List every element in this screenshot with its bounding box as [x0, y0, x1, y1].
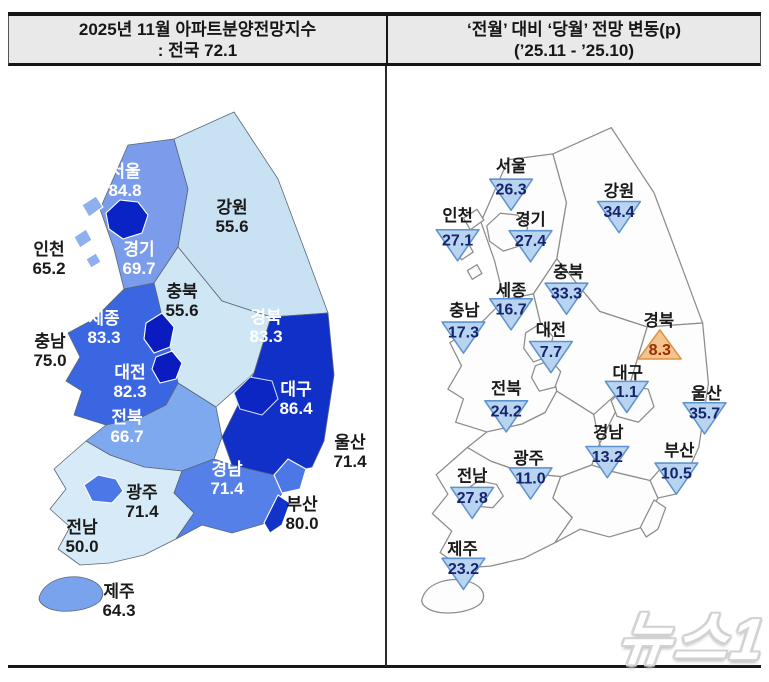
map1-label-incheon: 인천 65.2 — [32, 240, 65, 278]
map1-region-daegu — [233, 376, 279, 416]
down-triangle-icon-gangwon — [596, 200, 642, 234]
map1-region-busan — [263, 494, 291, 534]
map2-label-seoul: 서울 — [496, 156, 526, 175]
down-triangle-icon-jeonnam — [450, 486, 495, 520]
map1-label-ulsan: 울산 71.4 — [333, 433, 367, 471]
map1-region-incheon — [73, 195, 104, 269]
maps-area: 서울 84.8 강원 55.6 인천 65.2 경기 69.7 충북 55.6 세종 83.3 경북 83… — [8, 66, 761, 666]
down-triangle-icon-incheon — [435, 228, 480, 262]
map2-label-gyeongnam: 경남 — [593, 423, 623, 442]
map1-label-jeonnam: 전남 50.0 — [65, 518, 98, 556]
right-map-title-line2: (’25.11 - ’25.10) — [513, 40, 635, 60]
map1-label-chungbuk: 충북 55.6 — [165, 282, 198, 320]
map2-label-ulsan: 울산 — [691, 384, 721, 403]
right-map-title: ‘전월’ 대비 ‘당월’ 전망 변동(p) (’25.11 - ’25.10) — [386, 16, 760, 63]
map1-region-seoul — [105, 199, 149, 240]
map1-label-daejeon: 대전 82.3 — [113, 363, 146, 401]
map2-value-gangwon: 34.4 — [603, 203, 634, 221]
map2-value-incheon: 27.1 — [442, 231, 473, 249]
down-triangle-icon-ulsan — [682, 402, 727, 435]
map1-label-gyeongbuk: 경북 83.3 — [249, 308, 282, 346]
map2-label-gyeongbuk: 경북 — [644, 311, 674, 330]
map2-region-jeju — [421, 578, 485, 614]
map1-region-sejong — [143, 312, 175, 354]
korea-index-choropleth-map: 서울 84.8 강원 55.6 인천 65.2 경기 69.7 충북 55.6 세종 83.3 경북 83… — [32, 111, 367, 620]
map2-value-sejong: 16.7 — [495, 300, 526, 318]
change-map-panel: 서울 26.3 인천 27.1 경기 27.4 강원 34.4 충북 33.3 세종 16.7 충남 17… — [385, 66, 761, 666]
map2-value-chungbuk: 33.3 — [551, 285, 582, 303]
map2-value-busan: 10.5 — [661, 465, 692, 483]
down-triangle-icon-gwangju — [508, 467, 553, 500]
down-triangle-icon-sejong — [488, 297, 534, 331]
map2-value-gyeonggi: 27.4 — [515, 232, 546, 250]
map2-label-chungnam: 충남 — [449, 301, 479, 320]
map2-value-jeonbuk: 24.2 — [491, 402, 522, 420]
header: 2025년 11월 아파트분양전망지수 : 전국 72.1 ‘전월’ 대비 ‘당… — [8, 16, 761, 66]
down-triangle-icon-jeonbuk — [484, 400, 529, 433]
map2-value-gyeongnam: 13.2 — [592, 448, 623, 466]
map1-label-jeju: 제주 64.3 — [102, 582, 135, 620]
down-triangle-icon-busan — [654, 462, 699, 495]
left-map-title-line2: : 전국 72.1 — [157, 40, 238, 60]
map2-label-gangwon: 강원 — [604, 182, 634, 201]
map1-region-gyeongnam — [173, 458, 283, 540]
map1-region-jeju — [38, 576, 104, 612]
map2-label-incheon: 인천 — [442, 206, 472, 225]
map1-label-sejong: 세종 83.3 — [87, 309, 120, 347]
map2-label-gwangju: 광주 — [513, 449, 543, 468]
down-triangle-icon-gyeongnam — [585, 445, 630, 479]
map1-label-gyeonggi: 경기 69.7 — [122, 240, 155, 278]
map2-value-gyeongbuk: 8.3 — [649, 341, 671, 359]
right-map-title-line1: ‘전월’ 대비 ‘당월’ 전망 변동(p) — [466, 19, 681, 39]
down-triangle-icon-daejeon — [528, 340, 574, 374]
left-map-title: 2025년 11월 아파트분양전망지수 : 전국 72.1 — [9, 16, 386, 63]
map1-label-gwangju: 광주 71.4 — [125, 483, 159, 521]
map2-value-jeonnam: 27.8 — [457, 489, 488, 507]
map1-label-busan: 부산 80.0 — [285, 495, 318, 533]
news1-watermark-logo: 뉴스1 — [614, 607, 769, 672]
map1-label-jeonbuk: 전북 66.7 — [110, 408, 143, 446]
index-map-panel: 서울 84.8 강원 55.6 인천 65.2 경기 69.7 충북 55.6 세종 83.3 경북 83… — [8, 66, 385, 666]
map1-label-seoul: 서울 84.8 — [108, 162, 141, 200]
map1-region-jeonnam — [49, 440, 195, 566]
infographic-frame: 2025년 11월 아파트분양전망지수 : 전국 72.1 ‘전월’ 대비 ‘당… — [8, 12, 761, 668]
map2-label-jeonnam: 전남 — [457, 467, 487, 486]
map2-value-chungnam: 17.3 — [448, 324, 479, 342]
map2-value-daejeon: 7.7 — [540, 343, 562, 361]
map2-region-busan — [639, 499, 667, 538]
map1-region-ulsan — [273, 458, 307, 494]
down-triangle-icon-daegu — [604, 380, 649, 414]
map2-label-busan: 부산 — [664, 441, 694, 460]
down-triangle-icon-seoul — [488, 178, 534, 212]
left-map-title-line1: 2025년 11월 아파트분양전망지수 — [78, 19, 317, 39]
map2-label-daegu: 대구 — [613, 363, 643, 382]
map2-label-daejeon: 대전 — [536, 321, 566, 340]
map2-value-daegu: 1.1 — [616, 383, 638, 401]
map1-label-chungnam: 충남 75.0 — [33, 332, 66, 370]
map1-region-gwangju — [83, 474, 124, 504]
map2-label-gyeonggi: 경기 — [515, 210, 545, 229]
down-triangle-icon-jeju — [441, 557, 486, 591]
map2-label-chungbuk: 충북 — [553, 262, 583, 281]
map2-label-jeonbuk: 전북 — [491, 379, 521, 398]
map2-label-jeju: 제주 — [447, 539, 477, 558]
map1-label-daegu: 대구 86.4 — [279, 380, 313, 418]
map1-label-gangwon: 강원 55.6 — [215, 198, 248, 236]
map2-value-seoul: 26.3 — [495, 181, 526, 199]
map1-region-daejeon — [151, 350, 183, 384]
map2-value-gwangju: 11.0 — [515, 469, 545, 487]
down-triangle-icon-chungbuk — [544, 282, 589, 316]
up-triangle-icon-gyeongbuk — [637, 329, 682, 360]
map2-value-ulsan: 35.7 — [689, 404, 720, 422]
map1-label-gyeongnam: 경남 71.4 — [210, 460, 244, 498]
down-triangle-icon-chungnam — [441, 321, 486, 354]
down-triangle-icon-gyeonggi — [508, 229, 553, 263]
map2-label-sejong: 세종 — [496, 281, 526, 300]
map2-value-jeju: 23.2 — [448, 560, 479, 578]
